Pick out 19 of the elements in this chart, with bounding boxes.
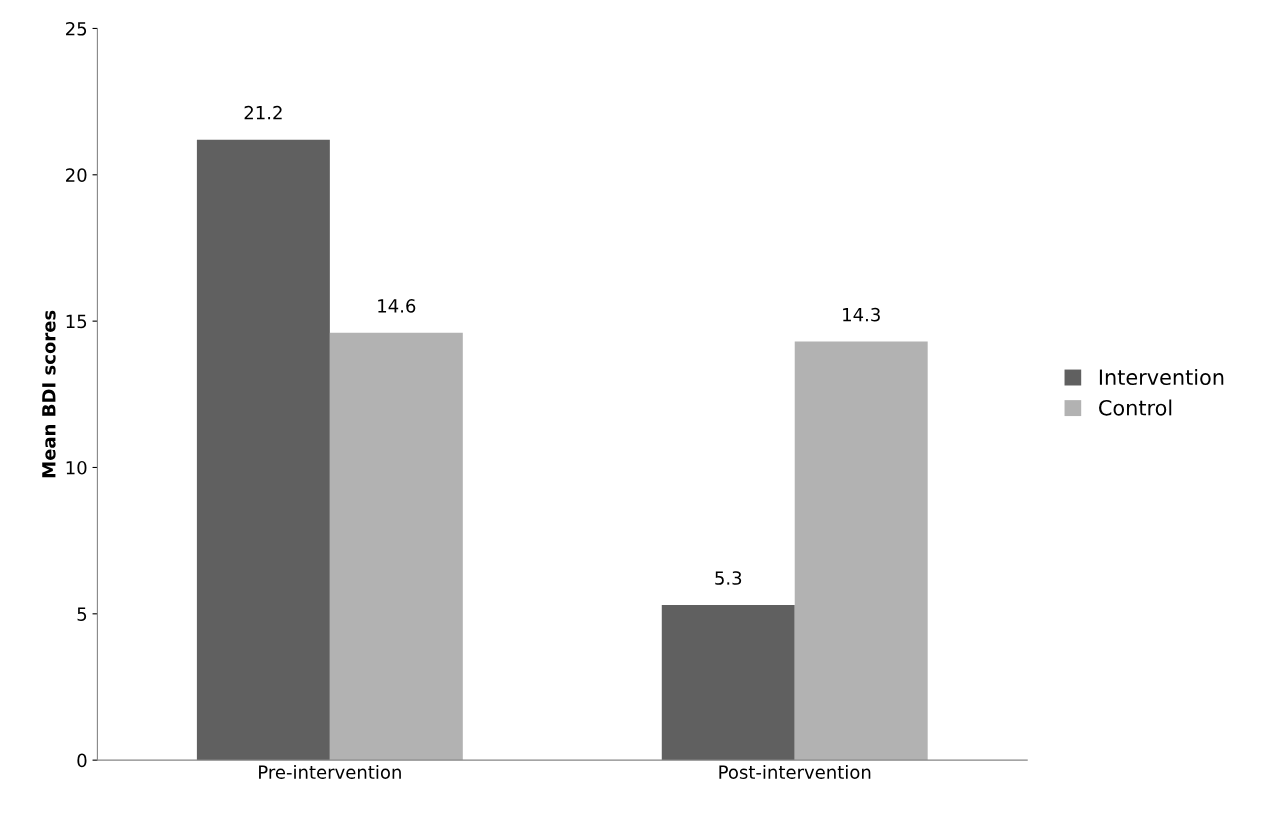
x-tick-label: Post-intervention — [719, 765, 871, 779]
y-tick-label: 20 — [66, 168, 87, 182]
x-tick-label: Pre-intervention — [259, 765, 401, 779]
y-tick-label: 25 — [66, 21, 87, 36]
y-tick-label: 15 — [66, 314, 87, 329]
data-label: 14.3 — [843, 307, 880, 322]
y-axis-title: Mean BDI scores — [42, 310, 56, 478]
data-label: 5.3 — [715, 571, 742, 585]
data-label: 14.6 — [378, 299, 416, 313]
y-tick-label: 10 — [66, 460, 87, 475]
legend-label: Control — [1099, 399, 1172, 416]
bar — [794, 341, 928, 761]
bar — [196, 139, 330, 761]
y-tick-label: 0 — [77, 753, 87, 768]
y-tick-label: 5 — [77, 607, 87, 621]
bar — [661, 605, 795, 761]
data-label: 21.2 — [244, 105, 282, 120]
legend-label: Intervention — [1099, 368, 1224, 386]
bar — [329, 332, 463, 761]
